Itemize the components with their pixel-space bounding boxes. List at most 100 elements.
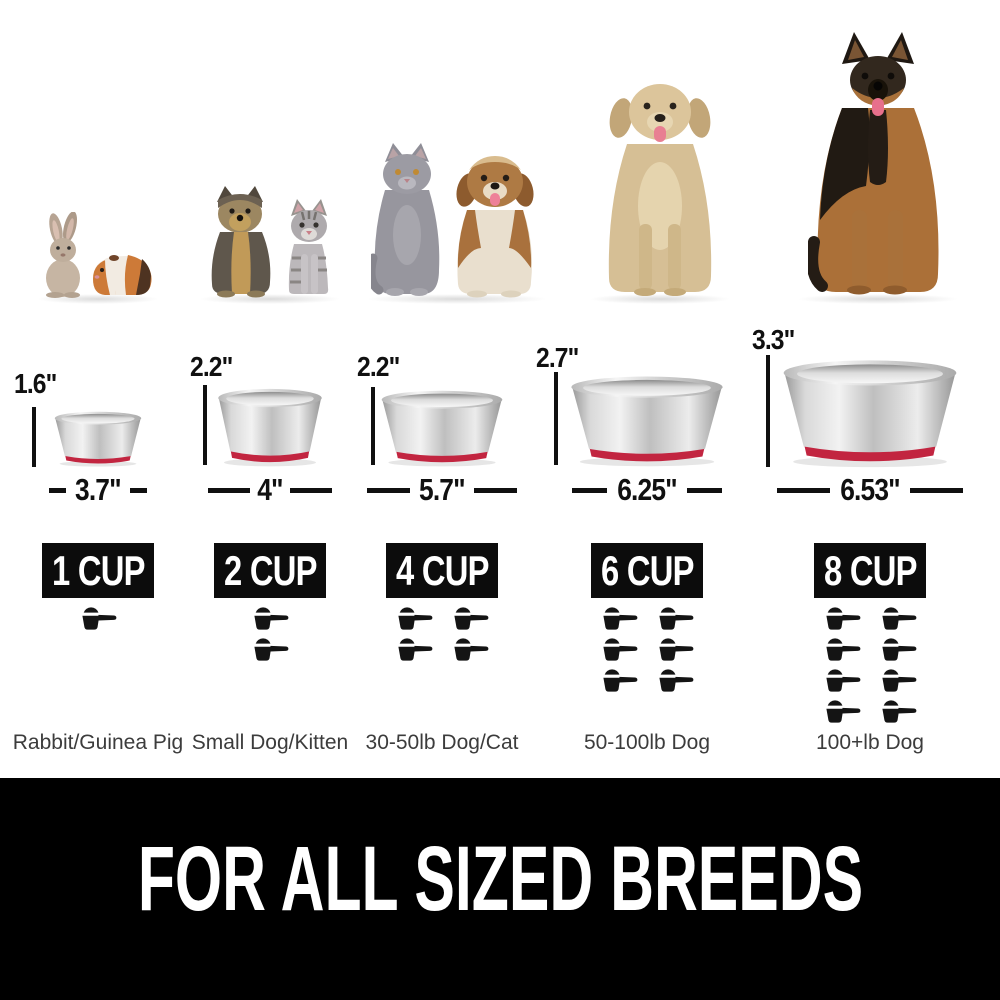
guinea-pig-illustration xyxy=(93,255,152,295)
height-dimension-line xyxy=(203,385,207,465)
cup-capacity-badge: 1 CUP xyxy=(42,543,154,598)
bowl-height-label: 2.7" xyxy=(536,342,579,373)
width-dimension-line xyxy=(367,487,411,493)
banner-title: FOR ALL SIZED BREEDS xyxy=(137,827,863,930)
german-shepherd-illustration xyxy=(808,32,939,295)
width-dimension-line xyxy=(49,487,67,493)
animal-photo-cat-puppy xyxy=(371,140,543,298)
measuring-scoop-icon xyxy=(398,607,433,630)
measuring-scoop-icon xyxy=(398,638,433,661)
size-column-6cup: 2.7" 6.25" 6 CUP xyxy=(533,0,761,778)
width-dimension-line xyxy=(289,487,333,493)
ground-shadow xyxy=(367,294,547,304)
pet-size-label: 50-100lb Dog xyxy=(583,731,711,754)
measuring-scoop-icon xyxy=(254,607,289,630)
ground-shadow xyxy=(38,294,158,304)
steel-bowl-image xyxy=(375,387,509,467)
pet-size-label: Rabbit/Guinea Pig xyxy=(12,731,184,754)
width-dimension-line xyxy=(572,487,607,493)
bowl-height-label: 1.6" xyxy=(14,368,57,399)
bowl-width-label: 5.7" xyxy=(419,472,466,507)
ground-shadow xyxy=(200,294,340,304)
scoop-grid xyxy=(250,604,290,661)
measuring-scoop-icon xyxy=(659,607,694,630)
steel-bowl-image xyxy=(213,385,328,467)
ground-shadow xyxy=(590,294,730,304)
yorkie-illustration xyxy=(211,186,271,298)
animal-photo-yorkie-kitten xyxy=(204,184,336,298)
brown-puppy-illustration xyxy=(456,156,534,298)
measuring-scoop-icon xyxy=(454,638,489,661)
height-dimension-line xyxy=(766,355,770,467)
scoop-grid xyxy=(599,604,695,692)
bowl-height-label: 2.2" xyxy=(357,351,400,382)
pet-size-label: 100+lb Dog xyxy=(815,731,924,754)
cup-capacity-label: 2 CUP xyxy=(223,546,317,594)
width-dimension-line xyxy=(687,487,723,493)
height-dimension-line xyxy=(371,387,375,465)
measuring-scoop-icon xyxy=(826,700,861,723)
measuring-scoop-icon xyxy=(82,607,117,630)
bowl-width-label: 3.7" xyxy=(75,472,122,507)
bowl-width-label: 6.53" xyxy=(840,472,900,507)
scoop-grid xyxy=(78,604,118,630)
width-dimension-line xyxy=(129,487,148,493)
animal-photo-golden-retriever xyxy=(599,74,721,298)
cup-capacity-label: 1 CUP xyxy=(51,546,145,594)
steel-bowl-image xyxy=(563,372,731,467)
animal-photo-german-shepherd xyxy=(808,30,948,298)
width-dimension: 5.7" xyxy=(367,472,518,507)
cup-capacity-badge: 8 CUP xyxy=(814,543,926,598)
cup-capacity-label: 8 CUP xyxy=(823,546,917,594)
measuring-scoop-icon xyxy=(882,638,917,661)
measuring-scoop-icon xyxy=(826,607,861,630)
measuring-scoop-icon xyxy=(882,607,917,630)
height-dimension-line xyxy=(32,407,36,467)
animal-photo-rabbit-guinea-pig xyxy=(42,212,154,298)
cup-capacity-label: 6 CUP xyxy=(600,546,694,594)
golden-retriever-illustration xyxy=(608,84,712,296)
grey-cat-illustration xyxy=(371,143,440,296)
size-column-1cup: 1.6" 3.7" 1 CUP Rabbit/Guinea Pig xyxy=(0,0,196,778)
scoop-grid xyxy=(822,604,918,723)
steel-bowl-image xyxy=(774,355,966,468)
measuring-scoop-icon xyxy=(454,607,489,630)
cup-capacity-badge: 2 CUP xyxy=(214,543,326,598)
bowl-width-label: 4" xyxy=(257,472,283,507)
width-dimension-line xyxy=(473,487,518,493)
size-column-8cup: 3.3" 6.53" 8 CUP xyxy=(752,0,988,778)
height-dimension-line xyxy=(554,372,558,465)
width-dimension-line xyxy=(910,487,964,493)
cup-capacity-label: 4 CUP xyxy=(395,546,489,594)
measuring-scoop-icon xyxy=(882,669,917,692)
pet-size-label: Small Dog/Kitten xyxy=(191,731,349,754)
width-dimension: 3.7" xyxy=(49,472,148,507)
ground-shadow xyxy=(798,294,958,304)
measuring-scoop-icon xyxy=(826,638,861,661)
steel-bowl-image xyxy=(50,409,146,467)
width-dimension: 6.53" xyxy=(777,472,964,507)
measuring-scoop-icon xyxy=(603,638,638,661)
bottom-banner: FOR ALL SIZED BREEDS xyxy=(0,778,1000,1000)
rabbit-illustration xyxy=(46,212,80,298)
measuring-scoop-icon xyxy=(659,669,694,692)
size-column-2cup: 2.2" 4" 2 CUP Small Dog/Kit xyxy=(158,0,382,778)
measuring-scoop-icon xyxy=(659,638,694,661)
bowl-height-label: 2.2" xyxy=(190,351,233,382)
bowl-height-label: 3.3" xyxy=(752,324,795,355)
pet-size-label: 30-50lb Dog/Cat xyxy=(365,731,519,754)
kitten-illustration xyxy=(288,199,329,294)
width-dimension: 6.25" xyxy=(572,472,723,507)
scoop-grid xyxy=(394,604,490,661)
measuring-scoop-icon xyxy=(254,638,289,661)
cup-capacity-badge: 6 CUP xyxy=(591,543,703,598)
width-dimension: 4" xyxy=(208,472,333,507)
width-dimension-line xyxy=(777,487,830,493)
width-dimension-line xyxy=(208,487,251,493)
measuring-scoop-icon xyxy=(603,607,638,630)
measuring-scoop-icon xyxy=(826,669,861,692)
measuring-scoop-icon xyxy=(882,700,917,723)
cup-capacity-badge: 4 CUP xyxy=(386,543,498,598)
measuring-scoop-icon xyxy=(603,669,638,692)
